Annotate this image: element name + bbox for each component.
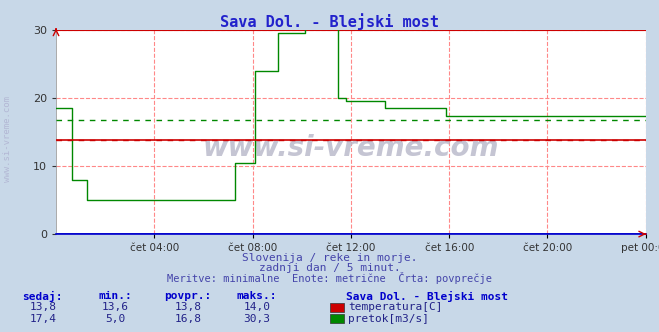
Text: 13,8: 13,8 — [30, 302, 56, 312]
Text: 14,0: 14,0 — [244, 302, 270, 312]
Text: 16,8: 16,8 — [175, 314, 201, 324]
Text: min.:: min.: — [98, 291, 132, 301]
Text: temperatura[C]: temperatura[C] — [348, 302, 442, 312]
Text: povpr.:: povpr.: — [164, 291, 212, 301]
Text: Sava Dol. - Blejski most: Sava Dol. - Blejski most — [346, 290, 508, 302]
Text: pretok[m3/s]: pretok[m3/s] — [348, 314, 429, 324]
Text: 17,4: 17,4 — [30, 314, 56, 324]
Text: sedaj:: sedaj: — [22, 290, 63, 302]
Text: 13,6: 13,6 — [102, 302, 129, 312]
Text: www.si-vreme.com: www.si-vreme.com — [3, 96, 13, 183]
Text: 13,8: 13,8 — [175, 302, 201, 312]
Text: Meritve: minimalne  Enote: metrične  Črta: povprečje: Meritve: minimalne Enote: metrične Črta:… — [167, 272, 492, 284]
Text: maks.:: maks.: — [237, 291, 277, 301]
Text: Sava Dol. - Blejski most: Sava Dol. - Blejski most — [220, 13, 439, 30]
Text: 30,3: 30,3 — [244, 314, 270, 324]
Text: Slovenija / reke in morje.: Slovenija / reke in morje. — [242, 253, 417, 263]
Text: zadnji dan / 5 minut.: zadnji dan / 5 minut. — [258, 263, 401, 273]
Text: 5,0: 5,0 — [105, 314, 125, 324]
Text: www.si-vreme.com: www.si-vreme.com — [203, 134, 499, 162]
